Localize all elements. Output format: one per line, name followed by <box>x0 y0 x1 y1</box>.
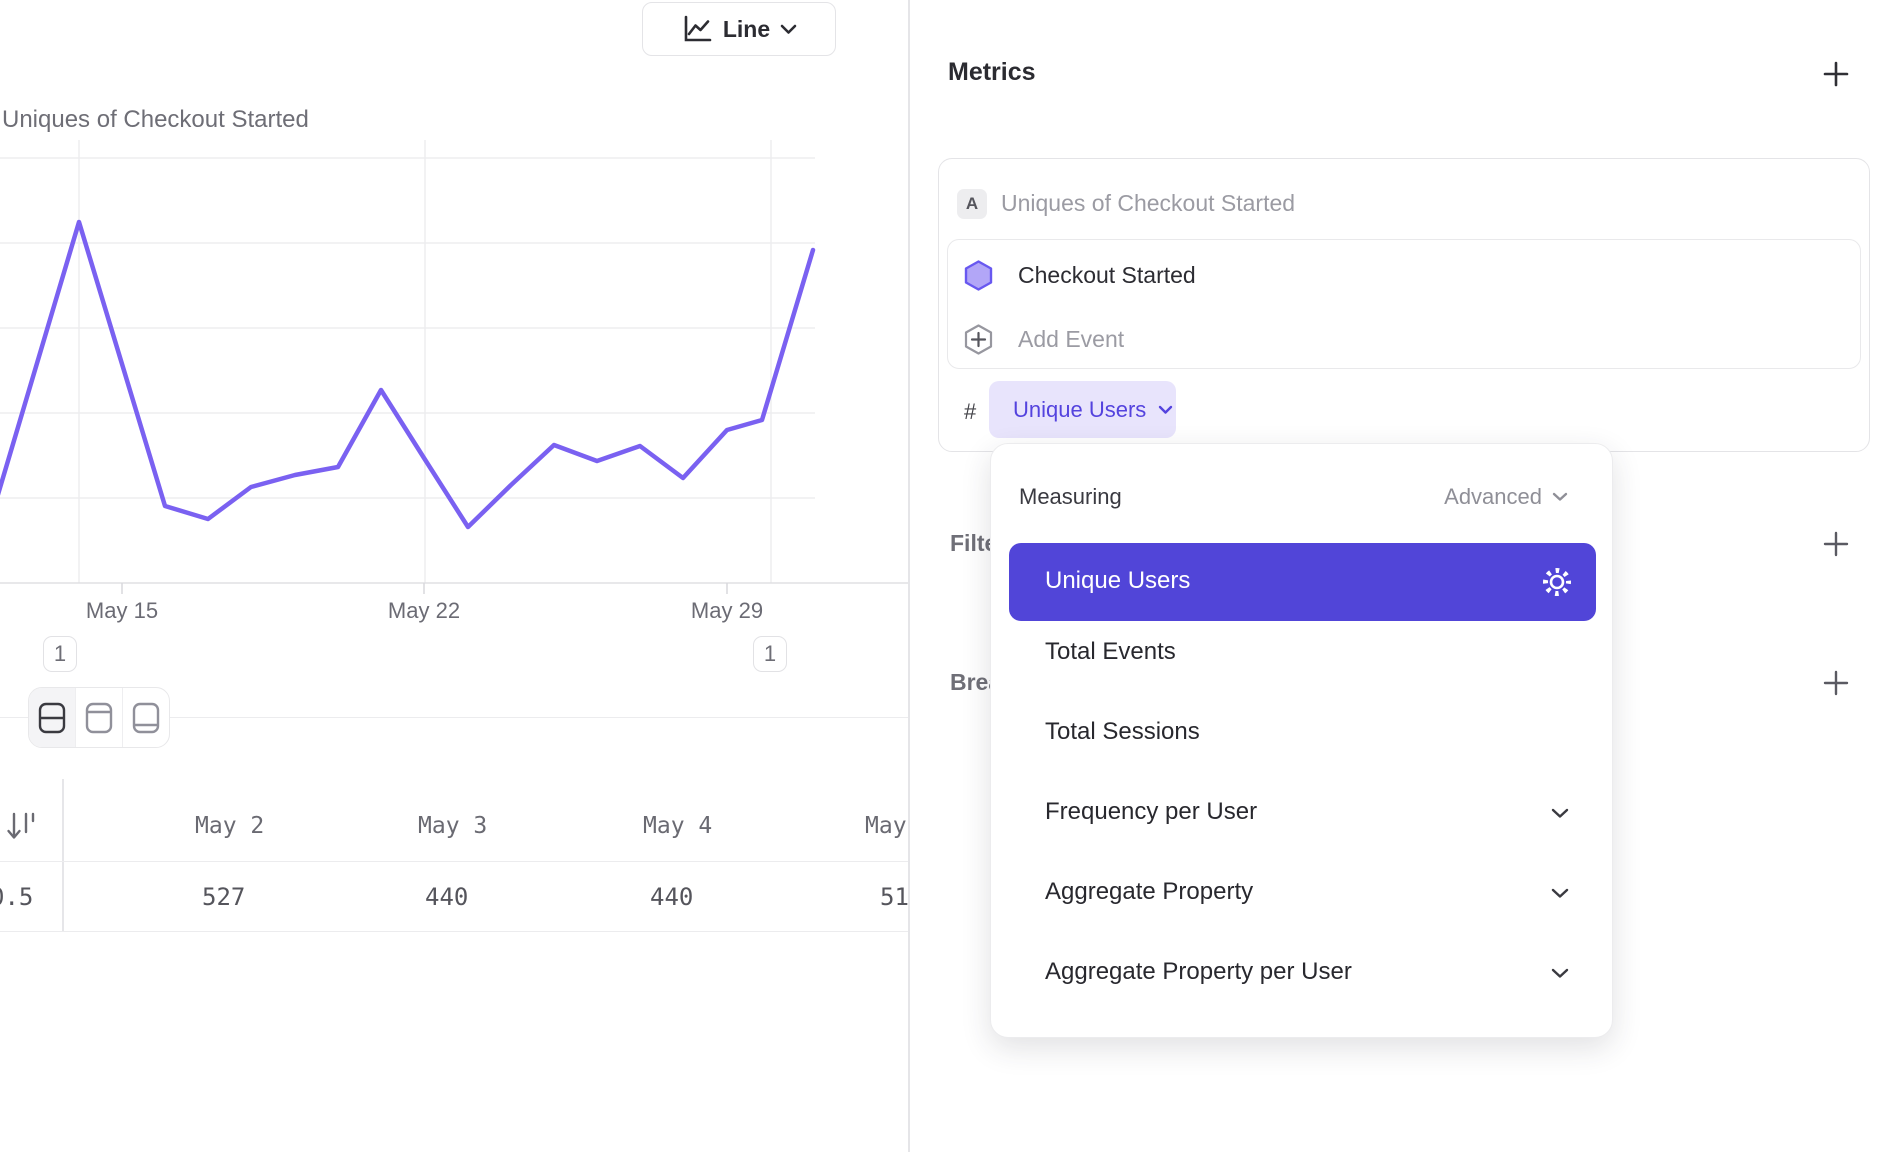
table-row-rule <box>0 931 908 932</box>
measuring-option-label: Aggregate Property per User <box>1045 958 1352 985</box>
table-column-header: May 2 <box>195 813 265 839</box>
table-column-header: May 3 <box>418 813 488 839</box>
add-breakdown-plus-icon[interactable] <box>1822 669 1850 697</box>
chevron-down-icon <box>1551 808 1569 818</box>
measurement-pill-label: Unique Users <box>1013 396 1147 422</box>
table-column-header: May 4 <box>643 813 713 839</box>
table-cell-value: 440 <box>425 883 469 911</box>
event-box: Checkout Started Add Event <box>947 239 1861 369</box>
line-chart[interactable] <box>0 140 908 600</box>
layout-table-only-button[interactable] <box>122 688 169 747</box>
table-column-header-clipped: May <box>865 813 907 839</box>
chart-type-label: Line <box>722 15 771 42</box>
sort-descending-icon[interactable] <box>6 810 36 844</box>
chevron-down-icon <box>780 24 797 35</box>
metric-name: Uniques of Checkout Started <box>1001 190 1296 216</box>
metrics-section-title: Metrics <box>948 58 1036 86</box>
advanced-mode-label: Advanced <box>1444 484 1542 509</box>
table-column-divider <box>62 779 64 932</box>
measuring-option-total-events[interactable]: Total Events <box>1009 629 1596 677</box>
chart-gridlines <box>0 140 908 594</box>
measuring-dropdown: Measuring Advanced Unique Users Total Eve… <box>990 443 1613 1038</box>
hash-measure-icon: # <box>964 399 977 424</box>
measurement-pill-unique-users[interactable]: Unique Users <box>989 381 1176 438</box>
layout-split-button[interactable] <box>29 688 75 747</box>
x-axis-label: May 29 <box>690 598 764 623</box>
pane-divider <box>908 0 910 1152</box>
line-chart-icon <box>681 13 713 45</box>
x-axis-label: May 22 <box>387 598 461 623</box>
chart-only-view-icon <box>85 702 113 733</box>
metric-letter-badge: A <box>957 189 987 219</box>
advanced-mode-toggle[interactable]: Advanced <box>1444 484 1568 510</box>
measuring-option-label: Frequency per User <box>1045 798 1258 825</box>
gear-icon[interactable] <box>1540 565 1574 599</box>
chevron-down-icon <box>1551 968 1569 978</box>
chart-type-button[interactable]: Line <box>642 2 836 56</box>
measuring-option-label: Total Sessions <box>1045 718 1200 745</box>
measuring-option-frequency-per-user[interactable]: Frequency per User <box>1009 789 1596 837</box>
add-event-button[interactable]: Add Event <box>1018 326 1125 352</box>
table-cell-value: 527 <box>202 883 246 911</box>
measuring-label: Measuring <box>1019 484 1122 509</box>
section-divider <box>0 717 908 718</box>
layout-chart-only-button[interactable] <box>75 688 122 747</box>
measuring-option-total-sessions[interactable]: Total Sessions <box>1009 709 1596 757</box>
table-cell-value-clipped: 51 <box>880 883 908 911</box>
table-cell-value: 440 <box>650 883 694 911</box>
layout-toggle-group <box>28 687 170 748</box>
hexagon-icon <box>964 260 993 291</box>
query-builder-pane: Metrics A Uniques of Checkout Started Ch… <box>908 0 1898 1152</box>
metric-card: A Uniques of Checkout Started Checkout S… <box>938 158 1870 452</box>
split-view-icon <box>38 702 66 733</box>
measuring-option-unique-users[interactable]: Unique Users <box>1009 543 1596 621</box>
measuring-option-label: Unique Users <box>1045 567 1191 594</box>
add-metric-plus-icon[interactable] <box>1822 60 1850 88</box>
table-only-view-icon <box>132 702 160 733</box>
chart-pane: Line Uniques of Checkout Started May 15 M… <box>0 0 908 1152</box>
series-line-checkout-started <box>0 219 816 530</box>
table-header-rule <box>0 861 908 862</box>
chevron-down-icon <box>1552 492 1568 501</box>
series-count-badge[interactable]: 1 <box>43 636 77 672</box>
measuring-option-label: Total Events <box>1045 638 1176 665</box>
chevron-down-icon <box>1158 405 1173 415</box>
event-row-checkout-started[interactable]: Checkout Started <box>1018 262 1196 288</box>
measuring-option-aggregate-property[interactable]: Aggregate Property <box>1009 869 1596 917</box>
measuring-option-label: Aggregate Property <box>1045 878 1254 905</box>
chart-title: Uniques of Checkout Started <box>2 106 309 133</box>
chevron-down-icon <box>1551 888 1569 898</box>
measuring-option-aggregate-property-per-user[interactable]: Aggregate Property per User <box>1009 949 1596 997</box>
table-row-label: 0.5 <box>0 883 34 911</box>
series-count-badge-right[interactable]: 1 <box>753 636 787 672</box>
hexagon-plus-icon <box>964 324 993 355</box>
x-axis-label: May 15 <box>85 598 159 623</box>
add-filter-plus-icon[interactable] <box>1822 530 1850 558</box>
